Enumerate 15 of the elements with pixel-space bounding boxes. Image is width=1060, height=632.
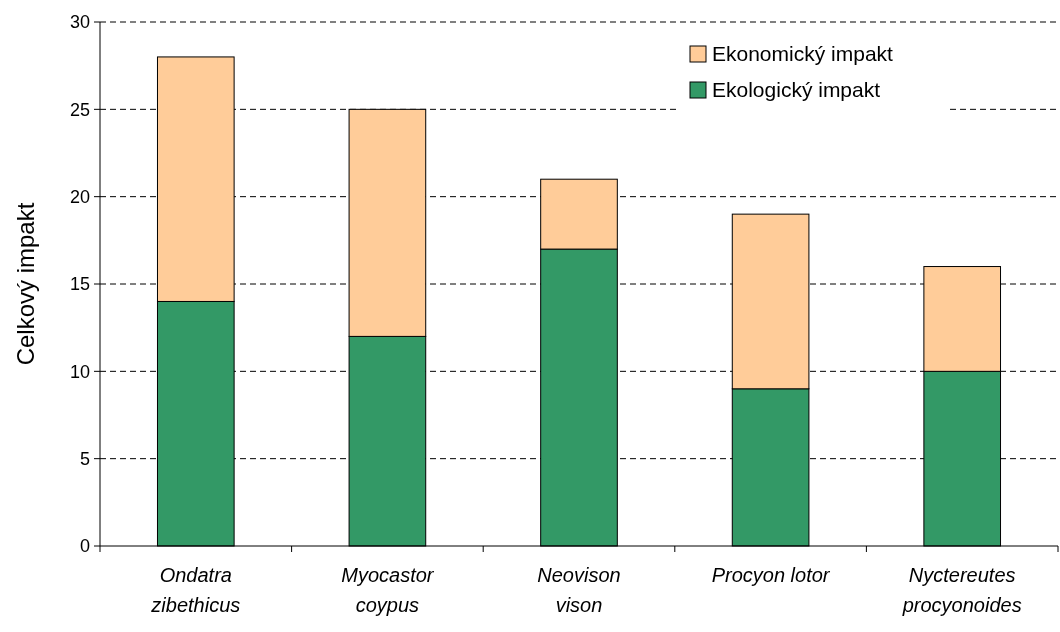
x-tick-label: Ondatra zibethicus xyxy=(150,564,241,616)
legend-label: Ekologický impakt xyxy=(712,78,881,102)
x-tick-label: Procyon lotor xyxy=(711,564,831,586)
y-tick-label: 20 xyxy=(69,186,90,207)
y-axis-title: Celkový impakt xyxy=(12,202,39,366)
y-tick-label: 15 xyxy=(69,274,90,295)
x-tick-label: Myocastor coypus xyxy=(341,564,435,616)
y-tick-label: 30 xyxy=(69,12,90,33)
y-tick-label: 10 xyxy=(69,361,90,382)
legend-label: Ekonomický impakt xyxy=(712,42,894,66)
y-tick-label: 5 xyxy=(79,448,90,469)
y-tick-label: 25 xyxy=(69,99,90,120)
x-tick-label: Nyctereutes procyonoides xyxy=(901,564,1022,616)
y-tick-label: 0 xyxy=(79,536,90,557)
x-tick-label: Neovison vison xyxy=(537,564,621,616)
